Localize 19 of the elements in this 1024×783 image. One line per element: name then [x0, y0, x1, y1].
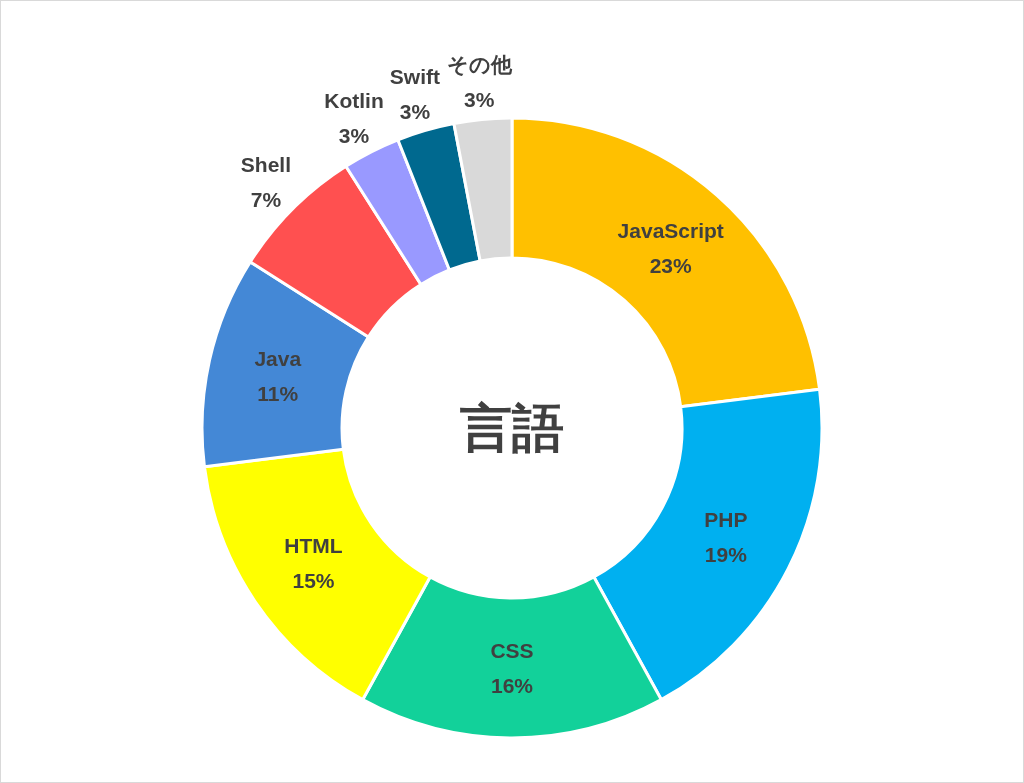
- data-label: 15%: [292, 568, 335, 592]
- slice-label: JavaScript: [617, 218, 724, 242]
- data-label: 16%: [490, 674, 534, 697]
- data-label: 3%: [399, 99, 431, 123]
- data-label: 23%: [649, 253, 693, 277]
- data-label: 3%: [464, 87, 495, 111]
- text: 言語: [459, 399, 564, 457]
- data-label: 7%: [250, 187, 282, 211]
- slice-label: PHP: [704, 507, 748, 531]
- slice-label: Shell: [240, 152, 292, 176]
- slice-label: CSS: [490, 639, 534, 662]
- slice-label: その他: [446, 52, 513, 76]
- data-label: 11%: [257, 381, 299, 405]
- slice-label: Swift: [389, 64, 440, 88]
- data-label: 3%: [338, 123, 370, 147]
- slice-label: HTML: [284, 533, 343, 557]
- slice-label: Java: [254, 346, 302, 370]
- slice-label: Kotlin: [324, 88, 384, 112]
- data-label: 19%: [704, 542, 748, 566]
